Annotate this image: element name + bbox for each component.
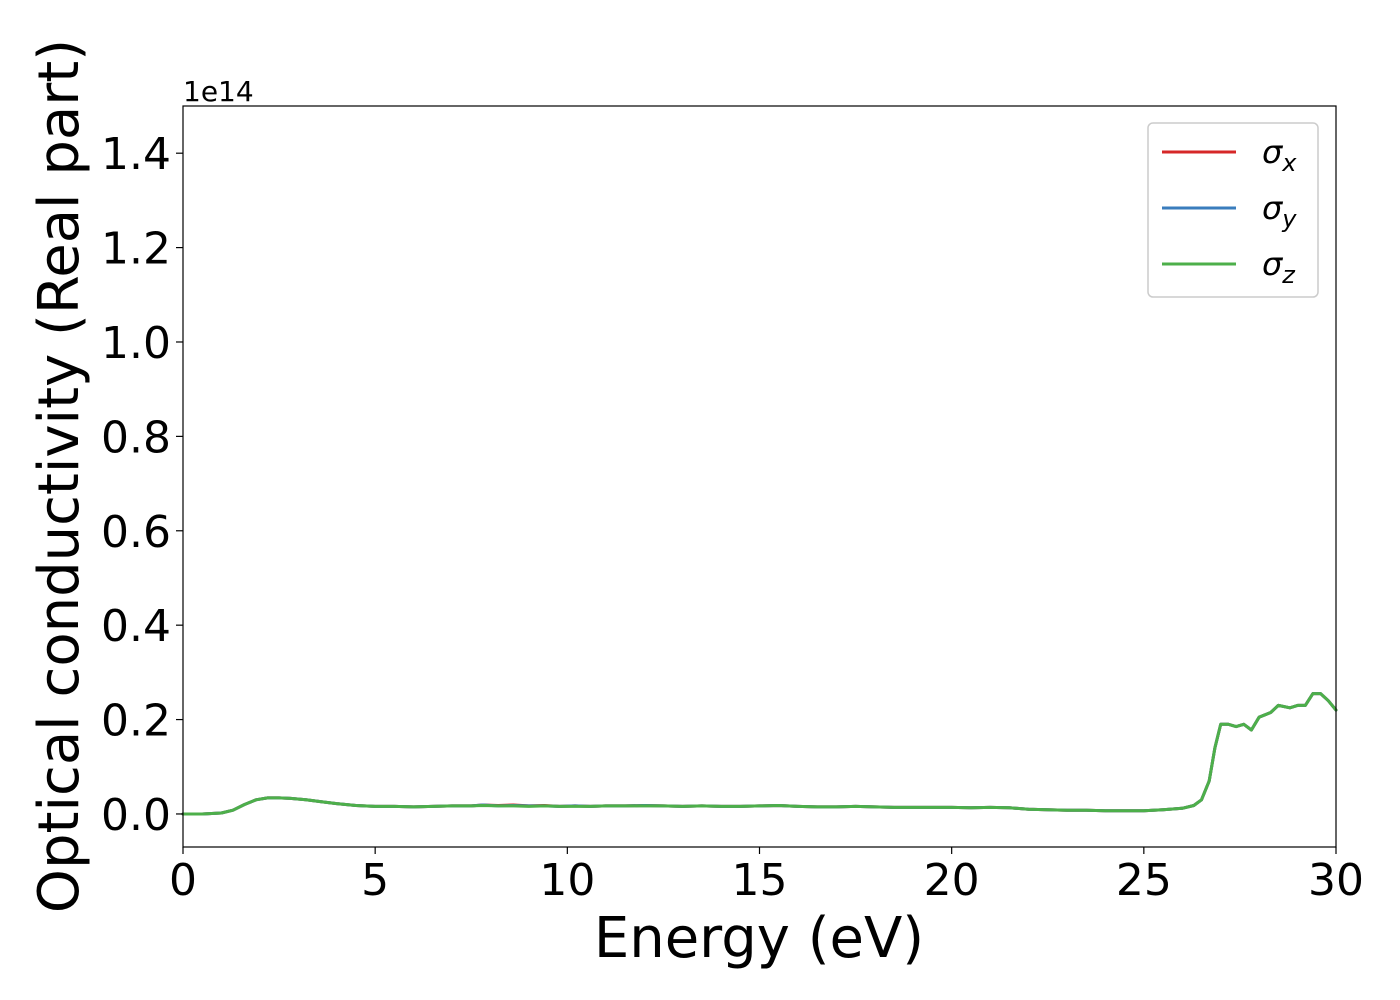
y-axis-ticks: 0.0 0.2 0.4 0.6 0.8 1.0 1.2 1.4 bbox=[101, 129, 183, 841]
plot-area bbox=[183, 106, 1336, 847]
x-axis-ticks: 0 5 10 15 20 25 30 bbox=[169, 847, 1364, 906]
y-tick-label: 1.4 bbox=[101, 129, 171, 180]
x-tick-label: 20 bbox=[924, 855, 980, 906]
series-layer bbox=[181, 692, 1338, 816]
legend-box bbox=[1147, 122, 1319, 298]
y-tick-label: 0.0 bbox=[101, 790, 171, 841]
y-tick-label: 0.8 bbox=[101, 412, 171, 463]
x-tick-label: 30 bbox=[1308, 855, 1364, 906]
legend-label: σy bbox=[1262, 189, 1297, 233]
x-tick-label: 15 bbox=[732, 855, 788, 906]
y-axis-label: Optical conductivity (Real part) bbox=[27, 39, 92, 913]
y-offset-label: 1e14 bbox=[183, 75, 254, 108]
y-tick-label: 0.4 bbox=[101, 601, 171, 652]
y-tick-label: 0.2 bbox=[101, 696, 171, 747]
y-tick-label: 1.0 bbox=[101, 318, 171, 369]
legend-subscript: z bbox=[1281, 261, 1296, 289]
x-tick-label: 25 bbox=[1116, 855, 1172, 906]
y-tick-label: 0.6 bbox=[101, 507, 171, 558]
x-axis-label: Energy (eV) bbox=[594, 906, 924, 971]
x-tick-label: 10 bbox=[539, 855, 595, 906]
x-tick-label: 0 bbox=[169, 855, 197, 906]
y-tick-label: 1.2 bbox=[101, 224, 171, 275]
series-line-3 bbox=[181, 692, 1338, 816]
legend-subscript: x bbox=[1281, 149, 1297, 177]
x-tick-label: 5 bbox=[361, 855, 389, 906]
legend-subscript: y bbox=[1281, 205, 1297, 233]
